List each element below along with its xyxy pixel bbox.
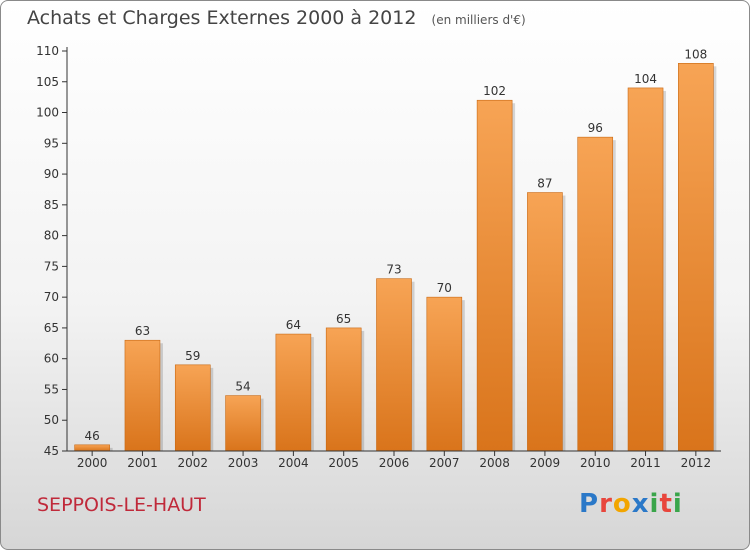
bar-value-label: 108 <box>684 47 707 61</box>
y-tick-label: 90 <box>44 167 59 181</box>
bar-2001 <box>124 339 161 452</box>
x-tick-label: 2000 <box>77 456 108 470</box>
x-tick-label: 2003 <box>228 456 259 470</box>
chart-title: Achats et Charges Externes 2000 à 2012 <box>27 7 417 29</box>
bar-2002 <box>174 364 211 452</box>
x-tick-label: 2002 <box>177 456 208 470</box>
x-tick-label: 2007 <box>429 456 460 470</box>
bar-2007 <box>426 296 463 452</box>
bar-2000 <box>74 444 110 452</box>
bar-2010 <box>577 136 614 452</box>
x-tick-label: 2010 <box>580 456 611 470</box>
bar-2008 <box>476 99 513 452</box>
logo-letter: r <box>599 489 613 519</box>
y-tick-label: 75 <box>44 259 59 273</box>
bar-value-label: 73 <box>386 263 401 277</box>
y-tick-label: 60 <box>44 352 59 366</box>
x-tick-label: 2004 <box>278 456 309 470</box>
bar-2004 <box>275 333 312 452</box>
title-block: Achats et Charges Externes 2000 à 2012 (… <box>27 7 526 29</box>
bar-value-label: 96 <box>588 121 603 135</box>
bar-2005 <box>325 327 362 452</box>
bar-value-label: 63 <box>135 324 150 338</box>
x-tick-label: 2012 <box>681 456 712 470</box>
bar-2006 <box>376 278 412 452</box>
chart-subtitle: (en milliers d'€) <box>431 13 526 27</box>
y-tick-label: 50 <box>44 413 59 427</box>
y-tick-label: 55 <box>44 382 59 396</box>
y-tick-label: 80 <box>44 229 59 243</box>
logo-letter: P <box>579 489 600 519</box>
x-tick-label: 2011 <box>630 456 661 470</box>
bar-value-label: 54 <box>235 380 250 394</box>
bar-value-label: 59 <box>185 349 200 363</box>
bar-value-label: 70 <box>437 281 452 295</box>
x-tick-label: 2009 <box>530 456 561 470</box>
y-tick-label: 110 <box>36 44 59 58</box>
x-tick-label: 2006 <box>379 456 410 470</box>
bar-value-label: 102 <box>483 84 506 98</box>
bar-2011 <box>627 87 664 452</box>
y-tick-label: 65 <box>44 321 59 335</box>
bar-2003 <box>225 395 261 452</box>
proxiti-logo[interactable]: Proxiti <box>579 489 683 519</box>
bar-value-label: 46 <box>85 429 100 443</box>
x-tick-label: 2001 <box>127 456 158 470</box>
bar-2012 <box>678 63 714 452</box>
town-name: SEPPOIS-LE-HAUT <box>37 494 206 516</box>
bar-value-label: 87 <box>537 177 552 191</box>
bar-value-label: 64 <box>286 318 301 332</box>
bar-value-label: 65 <box>336 312 351 326</box>
logo-letter: o <box>612 489 632 519</box>
y-tick-label: 100 <box>36 106 59 120</box>
y-tick-label: 45 <box>44 444 59 458</box>
logo-letter: i <box>672 489 683 519</box>
bar-value-label: 104 <box>634 72 657 86</box>
logo-letter: t <box>659 489 673 519</box>
y-tick-label: 105 <box>36 75 59 89</box>
logo-letter: x <box>631 489 650 519</box>
logo-letter: i <box>649 489 660 519</box>
x-tick-label: 2005 <box>328 456 359 470</box>
y-tick-label: 85 <box>44 198 59 212</box>
bar-2009 <box>527 192 563 452</box>
x-tick-label: 2008 <box>479 456 510 470</box>
y-tick-label: 95 <box>44 136 59 150</box>
y-tick-label: 70 <box>44 290 59 304</box>
